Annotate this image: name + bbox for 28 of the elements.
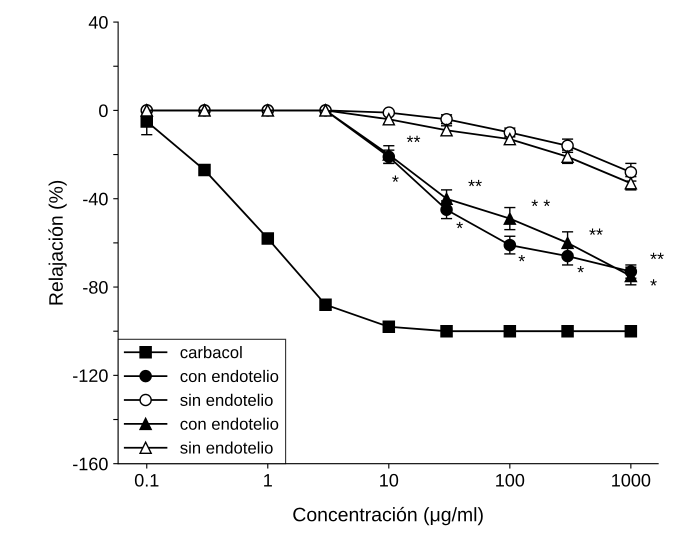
- y-tick-label: -40: [83, 192, 108, 206]
- legend-label: con endotelio: [180, 418, 278, 430]
- legend-label: con endotelio: [180, 370, 278, 382]
- annotation: *: [650, 279, 657, 286]
- x-tick-label: 1: [264, 474, 272, 486]
- annotation: *: [392, 176, 399, 182]
- y-tick-label: 40: [88, 16, 108, 29]
- x-tick-label: 0.1: [134, 474, 158, 487]
- annotation: *: [518, 255, 526, 262]
- y-tick-label: 0: [99, 104, 108, 118]
- x-tick-label: 100: [496, 474, 524, 487]
- y-tick-label: -80: [83, 280, 108, 294]
- annotation: * *: [532, 200, 550, 206]
- y-tick-label: -120: [73, 369, 108, 382]
- legend-label: sin endotelio: [180, 441, 273, 454]
- y-axis-title: Relajación (%): [48, 180, 67, 304]
- x-tick-label: 10: [380, 474, 398, 487]
- annotation: **: [650, 252, 664, 260]
- x-tick-label: 1000: [612, 474, 650, 487]
- x-axis-title: Concentración (μg/ml): [293, 506, 483, 526]
- annotation: *: [456, 222, 463, 228]
- legend-label: sin endotelio: [180, 394, 273, 406]
- annotation: **: [468, 180, 482, 186]
- y-tick-label: -160: [73, 458, 108, 470]
- annotation: **: [406, 136, 420, 142]
- annotation: **: [589, 228, 603, 235]
- legend-label: carbacol: [180, 346, 242, 358]
- annotation: *: [577, 266, 584, 272]
